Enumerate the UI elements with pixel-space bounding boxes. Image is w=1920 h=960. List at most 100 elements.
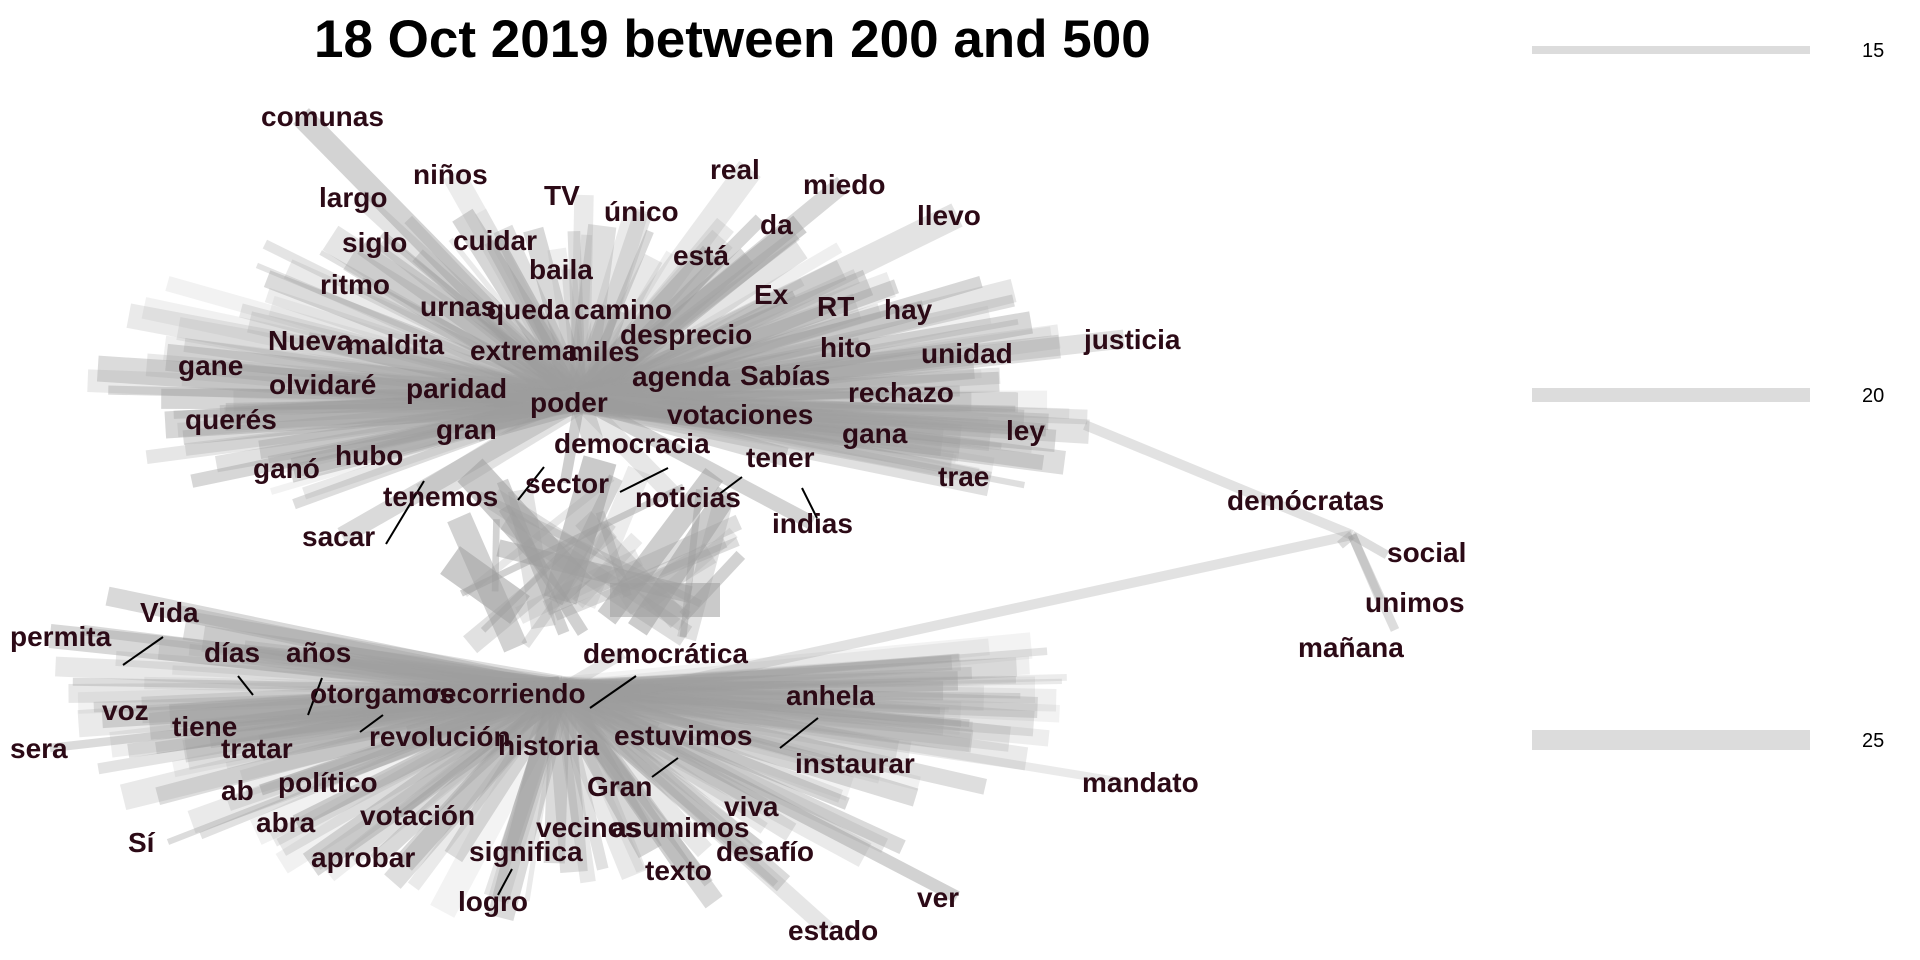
edge (164, 386, 581, 439)
word-estado: estado (788, 915, 878, 946)
label-connector (619, 467, 669, 493)
edge (574, 269, 874, 413)
word-hubo: hubo (335, 440, 403, 471)
edge (406, 680, 563, 746)
edge (579, 397, 954, 480)
edge (225, 686, 561, 769)
edge (258, 677, 563, 761)
edge (290, 390, 583, 478)
edge (557, 687, 779, 887)
edges-layer (48, 108, 1400, 937)
edge (384, 682, 569, 889)
word-permita: permita (10, 621, 112, 652)
edge (293, 108, 588, 408)
edge (255, 262, 582, 403)
word-votacion: votación (360, 800, 475, 831)
word-cuidar: cuidar (453, 225, 537, 256)
edge (199, 686, 562, 840)
edge (578, 305, 992, 410)
edge (579, 391, 883, 442)
edge (315, 682, 563, 790)
edge (1083, 420, 1354, 540)
word-social: social (1387, 537, 1466, 568)
edge (579, 394, 1070, 419)
edge (579, 389, 1019, 413)
word-gran: gran (436, 414, 497, 445)
word-democratica: democrática (583, 638, 748, 669)
edge (579, 369, 982, 405)
edge (558, 632, 1033, 704)
edge (275, 680, 567, 874)
word-noticias: noticias (635, 482, 741, 513)
edge (557, 686, 763, 849)
label-connector (307, 677, 323, 716)
word-votaciones: votaciones (667, 399, 813, 430)
edge (105, 586, 562, 700)
word-siglo: siglo (342, 227, 407, 258)
word-queres: querés (185, 404, 277, 435)
edge (324, 642, 562, 700)
edge (188, 643, 561, 696)
word-baila: baila (529, 254, 593, 285)
edge (579, 371, 1000, 410)
word-gana: gana (842, 418, 908, 449)
edge (577, 278, 1017, 412)
edge (258, 390, 582, 459)
edge (571, 208, 653, 403)
edge (214, 391, 582, 473)
legend-label: 15 (1862, 40, 1884, 62)
edge (578, 324, 1061, 412)
edge (579, 397, 1002, 449)
edge (559, 678, 1062, 693)
edge (577, 303, 882, 408)
word-logro: logro (458, 886, 528, 917)
word-trae: trae (938, 461, 989, 492)
word-olvidare: olvidaré (269, 369, 376, 400)
word-extrema: extrema (470, 335, 578, 366)
edge (259, 684, 562, 796)
edge (292, 683, 564, 829)
word-ab: ab (221, 775, 254, 806)
word-largo: largo (319, 182, 387, 213)
edge (556, 683, 906, 855)
edge (567, 230, 587, 401)
edge (555, 678, 854, 801)
edge (559, 677, 1035, 737)
edge (579, 326, 1052, 405)
word-urnas: urnas (420, 291, 496, 322)
edge (559, 638, 990, 699)
word-justicia: justicia (1083, 324, 1181, 355)
edge (559, 679, 1038, 719)
edge (558, 677, 1011, 752)
edge (165, 276, 583, 408)
label-connector (779, 717, 819, 749)
word-hito: hito (820, 332, 871, 363)
edge (579, 385, 960, 406)
edge (270, 396, 581, 476)
edge (557, 683, 844, 803)
edge (559, 686, 962, 727)
edge (547, 247, 590, 402)
edge (289, 391, 583, 483)
word-ex: Ex (754, 279, 789, 310)
edge (553, 682, 791, 892)
edge (559, 687, 949, 713)
edge (554, 688, 609, 871)
edge (349, 685, 561, 698)
word-anhela: anhela (786, 680, 875, 711)
edge (558, 678, 974, 753)
word-comunas: comunas (261, 101, 384, 132)
word-ritmo: ritmo (320, 269, 390, 300)
edge (546, 688, 588, 874)
edge (182, 678, 562, 763)
edge (115, 650, 561, 698)
word-tv: TV (544, 180, 580, 211)
edge (127, 683, 561, 758)
edge (166, 687, 562, 845)
label-connector (497, 868, 513, 896)
edge (177, 392, 581, 438)
edge (577, 279, 899, 407)
edge (574, 203, 963, 412)
edge (553, 678, 872, 867)
word-esta: está (673, 240, 729, 271)
